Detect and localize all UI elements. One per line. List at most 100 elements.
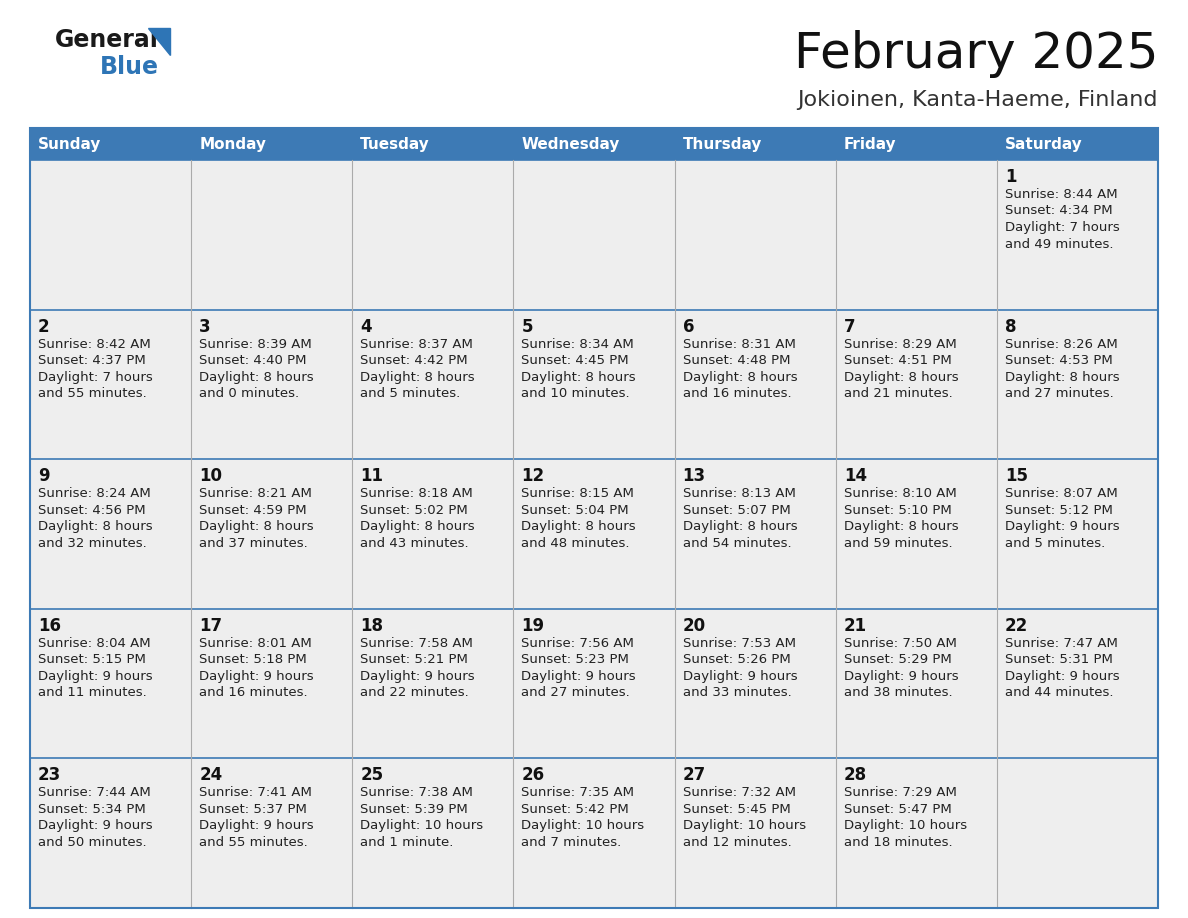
- Bar: [997, 609, 1158, 758]
- Text: Sunrise: 8:13 AM: Sunrise: 8:13 AM: [683, 487, 796, 500]
- Text: Daylight: 7 hours: Daylight: 7 hours: [38, 371, 153, 384]
- Text: and 5 minutes.: and 5 minutes.: [360, 387, 461, 400]
- Text: Sunset: 4:42 PM: Sunset: 4:42 PM: [360, 354, 468, 367]
- Bar: [30, 309, 191, 459]
- Bar: [675, 309, 835, 459]
- Text: and 50 minutes.: and 50 minutes.: [38, 836, 146, 849]
- Bar: [997, 309, 1158, 459]
- Bar: [30, 128, 1158, 908]
- Bar: [835, 609, 997, 758]
- Bar: [191, 309, 353, 459]
- Text: 24: 24: [200, 767, 222, 784]
- Text: 14: 14: [843, 467, 867, 486]
- Text: and 16 minutes.: and 16 minutes.: [200, 687, 308, 700]
- Text: Sunrise: 7:56 AM: Sunrise: 7:56 AM: [522, 637, 634, 650]
- Text: Sunrise: 7:38 AM: Sunrise: 7:38 AM: [360, 787, 473, 800]
- Text: Daylight: 9 hours: Daylight: 9 hours: [200, 820, 314, 833]
- Text: Sunset: 5:26 PM: Sunset: 5:26 PM: [683, 654, 790, 666]
- Text: Sunrise: 8:34 AM: Sunrise: 8:34 AM: [522, 338, 634, 351]
- Text: Sunrise: 8:24 AM: Sunrise: 8:24 AM: [38, 487, 151, 500]
- Text: Sunset: 4:59 PM: Sunset: 4:59 PM: [200, 504, 307, 517]
- Text: Sunrise: 8:26 AM: Sunrise: 8:26 AM: [1005, 338, 1118, 351]
- Bar: [675, 459, 835, 609]
- Text: 16: 16: [38, 617, 61, 635]
- Bar: [353, 609, 513, 758]
- Text: Sunrise: 8:44 AM: Sunrise: 8:44 AM: [1005, 188, 1118, 201]
- Text: and 1 minute.: and 1 minute.: [360, 836, 454, 849]
- Text: 27: 27: [683, 767, 706, 784]
- Text: Daylight: 8 hours: Daylight: 8 hours: [843, 371, 959, 384]
- Text: Sunrise: 7:47 AM: Sunrise: 7:47 AM: [1005, 637, 1118, 650]
- Text: Sunset: 5:04 PM: Sunset: 5:04 PM: [522, 504, 630, 517]
- Text: and 0 minutes.: and 0 minutes.: [200, 387, 299, 400]
- Text: and 55 minutes.: and 55 minutes.: [200, 836, 308, 849]
- Text: 8: 8: [1005, 318, 1017, 336]
- Text: Daylight: 9 hours: Daylight: 9 hours: [843, 670, 959, 683]
- Text: Daylight: 8 hours: Daylight: 8 hours: [522, 371, 636, 384]
- Text: and 37 minutes.: and 37 minutes.: [200, 537, 308, 550]
- Text: 23: 23: [38, 767, 62, 784]
- Text: 9: 9: [38, 467, 50, 486]
- Text: Daylight: 8 hours: Daylight: 8 hours: [360, 521, 475, 533]
- Text: Sunrise: 8:15 AM: Sunrise: 8:15 AM: [522, 487, 634, 500]
- Text: 28: 28: [843, 767, 867, 784]
- Bar: [675, 609, 835, 758]
- Text: Daylight: 10 hours: Daylight: 10 hours: [360, 820, 484, 833]
- Bar: [997, 459, 1158, 609]
- Text: and 32 minutes.: and 32 minutes.: [38, 537, 147, 550]
- Text: and 12 minutes.: and 12 minutes.: [683, 836, 791, 849]
- Text: Sunset: 4:40 PM: Sunset: 4:40 PM: [200, 354, 307, 367]
- Text: and 21 minutes.: and 21 minutes.: [843, 387, 953, 400]
- Text: Sunset: 5:45 PM: Sunset: 5:45 PM: [683, 803, 790, 816]
- Text: 22: 22: [1005, 617, 1028, 635]
- Text: and 44 minutes.: and 44 minutes.: [1005, 687, 1113, 700]
- Bar: [30, 459, 191, 609]
- Bar: [675, 758, 835, 908]
- Text: Sunset: 5:34 PM: Sunset: 5:34 PM: [38, 803, 146, 816]
- Text: and 5 minutes.: and 5 minutes.: [1005, 537, 1105, 550]
- Text: Sunset: 5:15 PM: Sunset: 5:15 PM: [38, 654, 146, 666]
- Text: Sunset: 5:31 PM: Sunset: 5:31 PM: [1005, 654, 1113, 666]
- Text: Daylight: 8 hours: Daylight: 8 hours: [522, 521, 636, 533]
- Text: Sunset: 4:37 PM: Sunset: 4:37 PM: [38, 354, 146, 367]
- Text: Sunset: 5:02 PM: Sunset: 5:02 PM: [360, 504, 468, 517]
- Text: Saturday: Saturday: [1005, 137, 1082, 151]
- Text: Sunrise: 7:29 AM: Sunrise: 7:29 AM: [843, 787, 956, 800]
- Text: Daylight: 8 hours: Daylight: 8 hours: [683, 521, 797, 533]
- Text: Sunrise: 7:44 AM: Sunrise: 7:44 AM: [38, 787, 151, 800]
- Text: and 27 minutes.: and 27 minutes.: [522, 687, 630, 700]
- Text: Daylight: 9 hours: Daylight: 9 hours: [1005, 670, 1119, 683]
- Bar: [675, 160, 835, 309]
- Text: Sunset: 5:10 PM: Sunset: 5:10 PM: [843, 504, 952, 517]
- Text: and 48 minutes.: and 48 minutes.: [522, 537, 630, 550]
- Text: Sunrise: 8:31 AM: Sunrise: 8:31 AM: [683, 338, 796, 351]
- Text: Sunrise: 8:42 AM: Sunrise: 8:42 AM: [38, 338, 151, 351]
- Text: 10: 10: [200, 467, 222, 486]
- Text: Sunrise: 7:58 AM: Sunrise: 7:58 AM: [360, 637, 473, 650]
- Text: Sunset: 4:51 PM: Sunset: 4:51 PM: [843, 354, 952, 367]
- Text: 19: 19: [522, 617, 544, 635]
- Bar: [835, 309, 997, 459]
- Text: 15: 15: [1005, 467, 1028, 486]
- Text: Daylight: 9 hours: Daylight: 9 hours: [683, 670, 797, 683]
- Text: Sunrise: 7:53 AM: Sunrise: 7:53 AM: [683, 637, 796, 650]
- Text: Sunrise: 8:18 AM: Sunrise: 8:18 AM: [360, 487, 473, 500]
- Text: Sunset: 4:45 PM: Sunset: 4:45 PM: [522, 354, 630, 367]
- Text: and 49 minutes.: and 49 minutes.: [1005, 238, 1113, 251]
- Text: 2: 2: [38, 318, 50, 336]
- Text: Daylight: 7 hours: Daylight: 7 hours: [1005, 221, 1119, 234]
- Text: Sunrise: 7:50 AM: Sunrise: 7:50 AM: [843, 637, 956, 650]
- Text: and 11 minutes.: and 11 minutes.: [38, 687, 147, 700]
- Text: 25: 25: [360, 767, 384, 784]
- Text: Sunset: 5:21 PM: Sunset: 5:21 PM: [360, 654, 468, 666]
- Bar: [353, 309, 513, 459]
- Text: Sunset: 4:34 PM: Sunset: 4:34 PM: [1005, 205, 1112, 218]
- Text: Sunrise: 7:41 AM: Sunrise: 7:41 AM: [200, 787, 312, 800]
- Text: Daylight: 10 hours: Daylight: 10 hours: [683, 820, 805, 833]
- Bar: [30, 758, 191, 908]
- Text: Blue: Blue: [100, 55, 159, 79]
- Text: and 43 minutes.: and 43 minutes.: [360, 537, 469, 550]
- Text: Friday: Friday: [843, 137, 896, 151]
- Text: Monday: Monday: [200, 137, 266, 151]
- Bar: [191, 758, 353, 908]
